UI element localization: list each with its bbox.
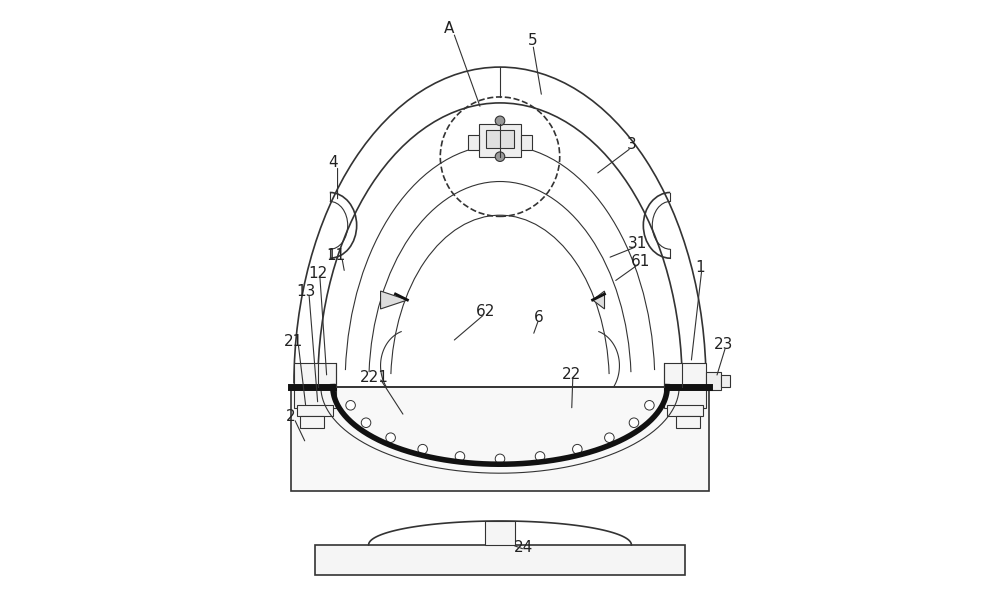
- Bar: [294, 363, 336, 407]
- Circle shape: [605, 433, 614, 442]
- Bar: [521, 134, 532, 149]
- Circle shape: [361, 418, 371, 428]
- Text: 3: 3: [627, 137, 636, 152]
- Text: 11: 11: [326, 248, 345, 263]
- Bar: [486, 130, 514, 148]
- Text: 61: 61: [631, 254, 650, 269]
- Text: 2: 2: [286, 409, 296, 424]
- Text: 221: 221: [360, 370, 389, 385]
- Bar: [297, 404, 333, 416]
- Circle shape: [495, 454, 505, 464]
- Bar: [315, 545, 685, 575]
- Circle shape: [418, 445, 427, 454]
- Circle shape: [535, 452, 545, 461]
- Circle shape: [573, 445, 582, 454]
- Bar: [706, 371, 721, 389]
- Circle shape: [386, 433, 395, 442]
- Text: 23: 23: [714, 337, 734, 352]
- Bar: [300, 416, 324, 428]
- Bar: [667, 404, 703, 416]
- Text: A: A: [444, 21, 454, 36]
- Polygon shape: [593, 291, 605, 309]
- Text: 13: 13: [296, 284, 316, 299]
- Text: 6: 6: [534, 310, 544, 325]
- Bar: [721, 374, 730, 386]
- Polygon shape: [381, 291, 407, 309]
- Bar: [468, 134, 479, 149]
- Circle shape: [645, 401, 654, 410]
- Circle shape: [495, 116, 505, 125]
- Bar: [664, 363, 706, 407]
- Text: 24: 24: [514, 541, 534, 556]
- Bar: [479, 124, 521, 157]
- Text: 22: 22: [562, 367, 581, 382]
- Bar: [676, 416, 700, 428]
- Circle shape: [495, 152, 505, 161]
- Text: 4: 4: [328, 155, 338, 170]
- Circle shape: [629, 418, 639, 428]
- Bar: [291, 386, 709, 491]
- Circle shape: [346, 401, 355, 410]
- Text: 21: 21: [284, 334, 304, 349]
- Text: 1: 1: [695, 260, 705, 275]
- Text: 62: 62: [475, 304, 495, 319]
- Text: 12: 12: [308, 266, 327, 281]
- Text: 5: 5: [528, 33, 538, 48]
- Text: 31: 31: [628, 236, 647, 251]
- Circle shape: [455, 452, 465, 461]
- Bar: [485, 521, 515, 545]
